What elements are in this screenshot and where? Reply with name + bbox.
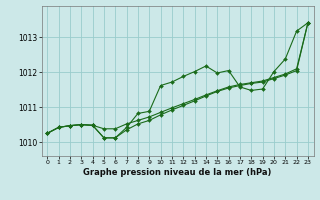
X-axis label: Graphe pression niveau de la mer (hPa): Graphe pression niveau de la mer (hPa) [84,168,272,177]
